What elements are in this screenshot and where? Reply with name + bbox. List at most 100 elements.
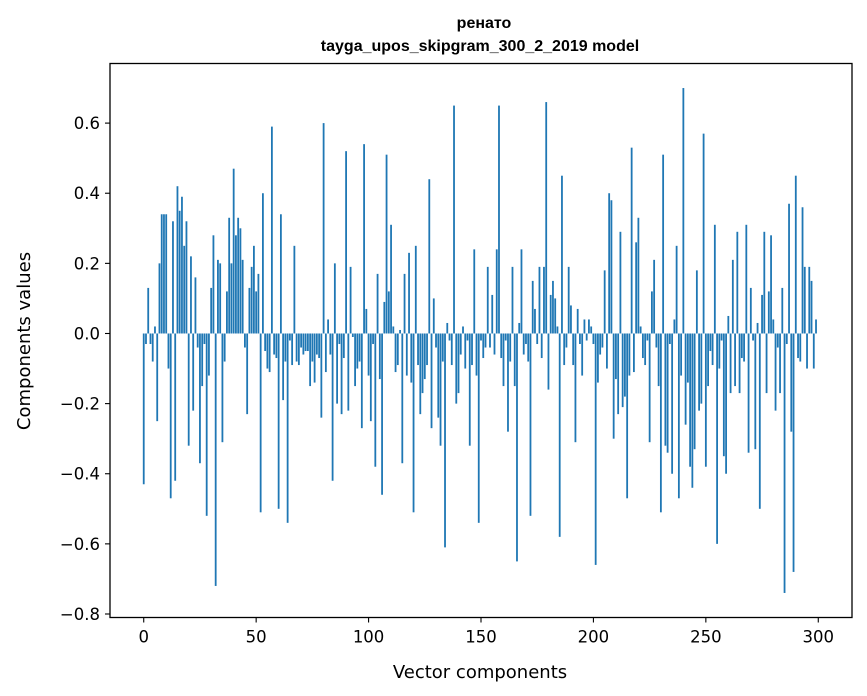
bar-152 (484, 333, 487, 348)
bar-31 (212, 235, 215, 334)
bar-80 (322, 123, 325, 334)
bar-97 (360, 333, 363, 429)
bar-255 (716, 333, 718, 544)
bar-49 (253, 245, 255, 334)
bar-292 (799, 333, 802, 362)
bar-102 (372, 333, 374, 345)
bar-29 (208, 333, 210, 376)
bar-122 (417, 333, 419, 366)
bar-261 (729, 333, 732, 394)
bar-159 (500, 333, 503, 359)
bar-88 (340, 333, 343, 415)
bar-81 (324, 333, 327, 373)
bar-286 (785, 333, 788, 345)
bar-109 (387, 291, 390, 334)
bar-136 (448, 333, 451, 341)
bar-70 (300, 333, 303, 348)
bar-191 (572, 333, 575, 366)
bar-52 (259, 333, 262, 513)
bar-250 (704, 333, 707, 467)
bar-167 (518, 322, 521, 334)
bar-288 (790, 333, 793, 432)
bar-240 (682, 88, 685, 334)
bar-90 (345, 151, 347, 334)
bar-291 (797, 333, 799, 359)
bar-42 (237, 217, 240, 334)
bar-2 (147, 287, 150, 334)
bar-251 (707, 333, 709, 387)
bar-24 (196, 333, 199, 348)
bar-164 (511, 266, 514, 334)
chart-title-line1: ренато (457, 15, 512, 32)
bar-59 (275, 333, 278, 359)
bar-270 (749, 287, 752, 334)
bar-245 (693, 333, 696, 450)
bar-275 (761, 294, 763, 334)
bar-92 (349, 266, 352, 334)
bar-241 (684, 333, 687, 425)
bar-148 (475, 333, 478, 376)
x-tick-label: 50 (246, 628, 267, 647)
x-tick-label: 250 (690, 628, 722, 647)
bar-105 (378, 333, 381, 380)
bar-205 (603, 270, 606, 334)
bar-116 (403, 273, 406, 334)
bar-218 (633, 333, 635, 373)
bar-60 (277, 333, 280, 509)
bar-243 (689, 333, 692, 467)
bar-45 (244, 333, 246, 348)
bar-85 (333, 263, 336, 334)
bar-22 (192, 333, 195, 411)
bar-41 (235, 235, 237, 334)
bar-12 (169, 333, 172, 499)
bar-132 (439, 333, 442, 446)
bar-145 (468, 333, 471, 446)
bar-176 (538, 266, 541, 334)
bar-179 (545, 102, 548, 334)
bar-174 (534, 308, 536, 334)
bar-208 (610, 200, 613, 334)
x-axis-ticks: 0 50 100 150 200 250 300 (138, 617, 834, 647)
bar-237 (675, 245, 678, 334)
bar-260 (727, 315, 730, 334)
bar-13 (172, 221, 174, 334)
bar-187 (563, 333, 566, 366)
bar-75 (311, 333, 314, 362)
bar-62 (282, 333, 285, 401)
bar-161 (504, 333, 507, 341)
bar-153 (486, 266, 489, 334)
bar-156 (493, 333, 496, 355)
bar-194 (579, 333, 581, 345)
chart-title-line2: tayga_upos_skipgram_300_2_2019 model (321, 38, 639, 55)
bar-254 (713, 224, 716, 334)
bar-113 (396, 333, 399, 366)
bar-257 (720, 333, 723, 341)
bar-195 (581, 333, 584, 376)
y-axis-label: Components values (14, 252, 35, 430)
bar-294 (803, 266, 806, 334)
bar-20 (187, 333, 190, 446)
bar-175 (536, 333, 539, 345)
y-tick-label: 0.2 (74, 254, 100, 273)
bar-141 (459, 333, 462, 355)
bar-299 (815, 319, 817, 334)
bar-111 (392, 326, 395, 334)
bar-68 (295, 333, 298, 362)
bar-83 (329, 333, 332, 355)
bar-67 (293, 245, 296, 334)
bar-235 (671, 333, 674, 474)
bar-219 (635, 242, 638, 334)
bar-165 (513, 333, 516, 387)
bar-21 (190, 256, 192, 334)
bar-115 (401, 333, 404, 464)
bar-138 (453, 105, 455, 334)
bar-84 (331, 333, 334, 481)
bar-269 (747, 333, 750, 453)
bar-200 (592, 333, 595, 345)
bar-17 (181, 196, 183, 334)
bar-86 (336, 333, 338, 404)
bar-133 (441, 333, 444, 362)
bar-242 (686, 333, 689, 383)
